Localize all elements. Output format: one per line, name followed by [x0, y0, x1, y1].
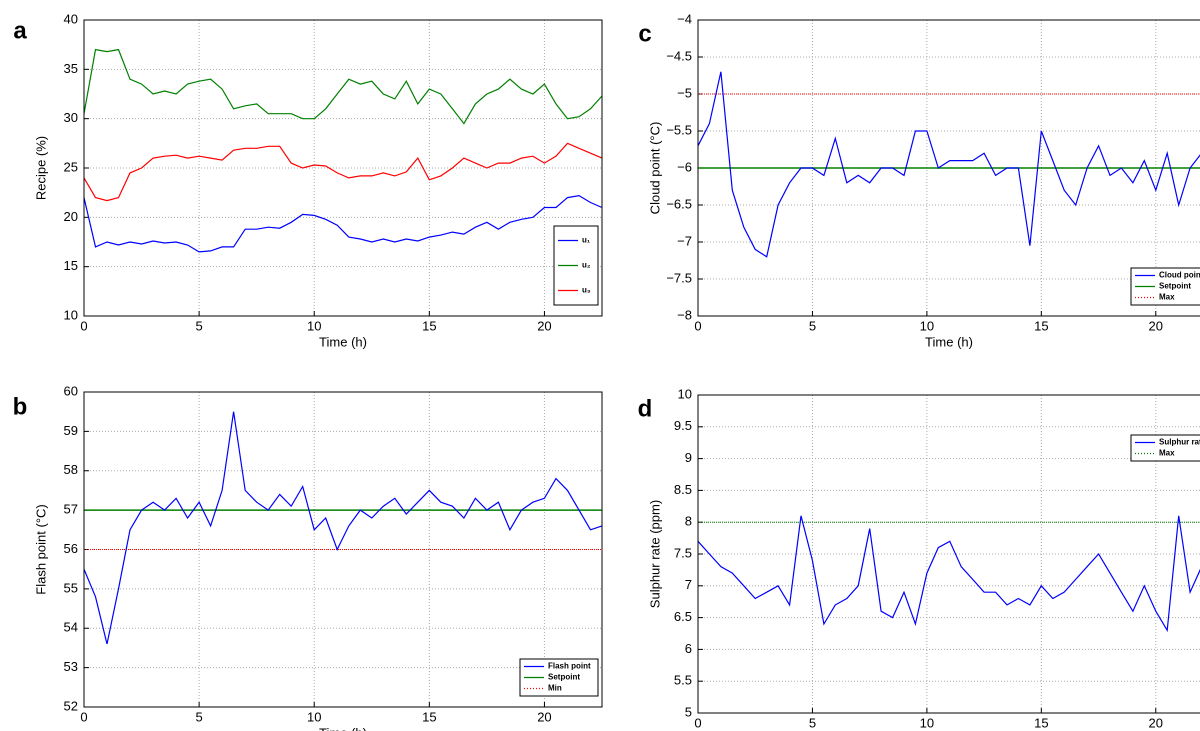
y-tick-label: 9: [685, 450, 692, 465]
y-tick-label: 6: [685, 641, 692, 656]
plot-frame: [697, 394, 1200, 714]
y-tick-label: 7.5: [674, 545, 692, 560]
legend-label: u₃: [582, 286, 591, 295]
y-tick-label: 20: [64, 209, 78, 224]
legend-label: Max: [1159, 449, 1175, 458]
x-tick-label: 5: [809, 715, 816, 730]
y-tick-label: 8: [685, 514, 692, 529]
x-tick-label: 15: [422, 709, 436, 724]
y-tick-label: 25: [64, 159, 78, 174]
x-tick-label: 20: [537, 318, 551, 333]
y-axis-label: Flash point (°C): [33, 504, 48, 594]
y-tick-label: −6.5: [666, 196, 692, 211]
y-tick-label: 10: [678, 386, 692, 401]
y-tick-label: 57: [64, 502, 78, 517]
chart-panel: a 0 5 10 15 20 10 15 20 25 30 35 40 Time (h) Recipe (%…: [13, 11, 603, 349]
y-axis-label: Recipe (%): [33, 136, 48, 200]
x-tick-label: 10: [920, 715, 934, 730]
legend-label: Flash point: [548, 662, 591, 671]
x-axis-label: Time (h): [319, 725, 367, 731]
legend-label: Setpoint: [548, 673, 580, 682]
plot-frame: [83, 391, 603, 708]
series-line: [83, 48, 603, 125]
x-tick-label: 0: [80, 709, 87, 724]
plot-frame: [83, 19, 603, 317]
y-tick-label: 6.5: [674, 609, 692, 624]
y-tick-label: 9.5: [674, 418, 692, 433]
panel-label: a: [13, 17, 27, 44]
y-tick-label: 54: [64, 620, 78, 635]
y-tick-label: −4.5: [666, 48, 692, 63]
x-tick-label: 0: [694, 318, 701, 333]
legend-label: u₁: [582, 236, 591, 245]
y-axis-label: Cloud point (°C): [647, 122, 662, 215]
legend-label: Sulphur rate: [1159, 438, 1200, 447]
series-line: [697, 71, 1200, 258]
series-line: [83, 142, 603, 202]
panel-label: c: [638, 20, 651, 47]
y-tick-label: 59: [64, 423, 78, 438]
x-tick-label: 5: [809, 318, 816, 333]
y-tick-label: 58: [64, 462, 78, 477]
x-tick-label: 15: [422, 318, 436, 333]
legend-label: Min: [548, 684, 562, 693]
x-tick-label: 20: [537, 709, 551, 724]
x-tick-label: 20: [1149, 715, 1163, 730]
x-tick-label: 0: [694, 715, 701, 730]
legend-box: [1130, 434, 1200, 462]
y-tick-label: 8.5: [674, 482, 692, 497]
series-line: [83, 411, 603, 645]
y-tick-label: 56: [64, 541, 78, 556]
y-tick-label: −6: [677, 159, 692, 174]
y-tick-label: −8: [677, 307, 692, 322]
y-tick-label: −4: [677, 11, 692, 26]
plot-frame: [697, 19, 1200, 317]
legend-label: u₂: [582, 261, 591, 270]
x-tick-label: 10: [307, 709, 321, 724]
chart-panel: c 0 5 10 15 20 −8 −7.5 −7 −6.5 −6 −5.5 −5 −4.5 −4 Time …: [638, 11, 1200, 349]
y-tick-label: 10: [64, 307, 78, 322]
series-line: [697, 515, 1200, 633]
x-tick-label: 10: [920, 318, 934, 333]
panel-label: b: [13, 393, 28, 420]
x-tick-label: 15: [1034, 318, 1048, 333]
y-tick-label: −7: [677, 233, 692, 248]
chart-panel: b 0 5 10 15 20 52 53 54 55 56 57 58 59 60 Time (h) Flash…: [13, 383, 603, 731]
x-tick-label: 15: [1034, 715, 1048, 730]
y-tick-label: 55: [64, 580, 78, 595]
y-tick-label: 15: [64, 258, 78, 273]
y-tick-label: 7: [685, 577, 692, 592]
x-axis-label: Time (h): [925, 334, 973, 349]
x-tick-label: 20: [1149, 318, 1163, 333]
y-tick-label: 5: [685, 704, 692, 719]
x-tick-label: 10: [307, 318, 321, 333]
y-tick-label: 60: [64, 383, 78, 398]
x-tick-label: 5: [195, 318, 202, 333]
y-tick-label: 5.5: [674, 673, 692, 688]
x-tick-label: 5: [195, 709, 202, 724]
y-tick-label: 52: [64, 698, 78, 713]
y-tick-label: 35: [64, 61, 78, 76]
y-tick-label: 30: [64, 110, 78, 125]
panel-label: d: [638, 395, 653, 422]
x-axis-label: Time (h): [319, 334, 367, 349]
x-tick-label: 0: [80, 318, 87, 333]
y-tick-label: −5: [677, 85, 692, 100]
legend-label: Setpoint: [1159, 282, 1191, 291]
legend-label: Max: [1159, 293, 1175, 302]
legend-label: Cloud point: [1159, 271, 1200, 280]
y-axis-label: Sulphur rate (ppm): [647, 500, 662, 608]
series-line: [83, 194, 603, 253]
y-tick-label: −7.5: [666, 270, 692, 285]
y-tick-label: 53: [64, 659, 78, 674]
y-tick-label: 40: [64, 11, 78, 26]
y-tick-label: −5.5: [666, 122, 692, 137]
